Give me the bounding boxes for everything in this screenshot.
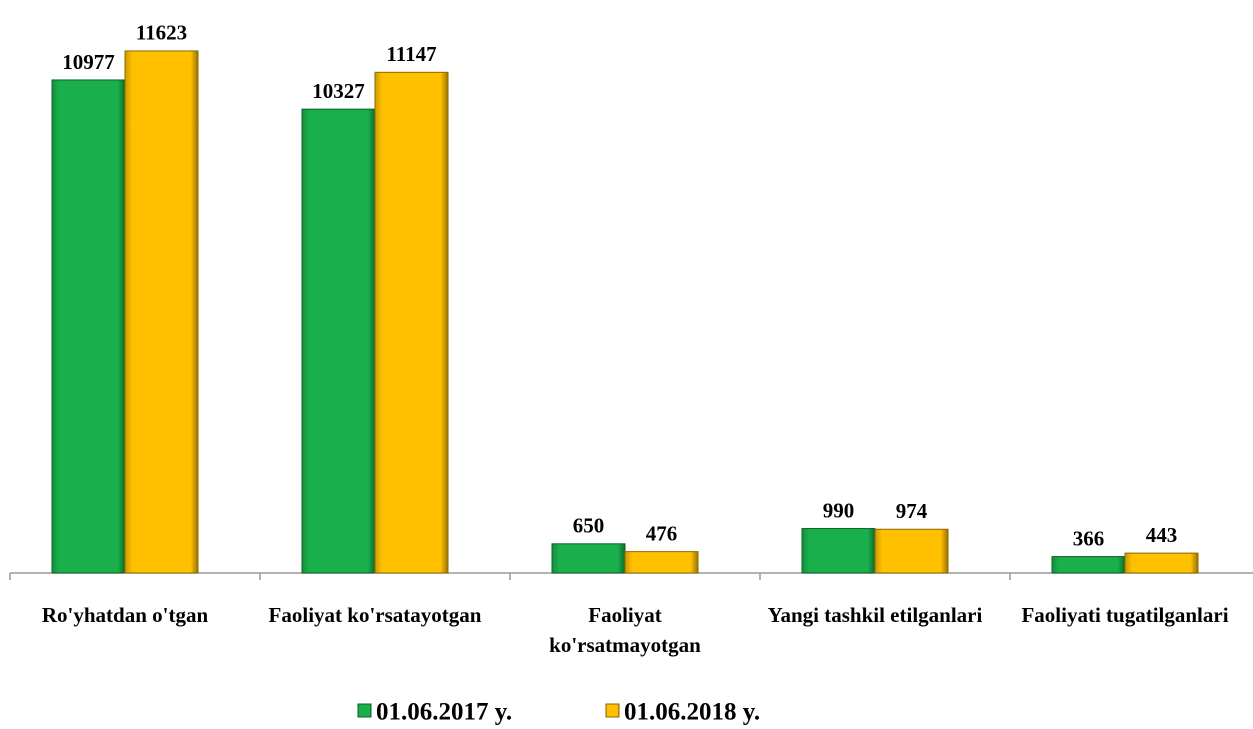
bar bbox=[301, 108, 376, 574]
data-label: 974 bbox=[896, 499, 928, 523]
bar bbox=[124, 50, 199, 574]
data-label: 11147 bbox=[386, 42, 436, 66]
legend-label: 01.06.2018 y. bbox=[624, 699, 760, 726]
data-label: 366 bbox=[1073, 526, 1105, 550]
bar bbox=[374, 71, 449, 574]
data-label: 990 bbox=[823, 498, 855, 522]
legend-swatch bbox=[357, 703, 372, 718]
bar bbox=[874, 528, 949, 574]
bar bbox=[1051, 556, 1126, 574]
data-label: 476 bbox=[646, 521, 678, 545]
data-label: 443 bbox=[1146, 523, 1178, 547]
bar bbox=[51, 79, 126, 574]
x-tick-label: Ro'yhatdan o'tgan bbox=[41, 603, 209, 627]
bar bbox=[551, 543, 626, 574]
data-label: 11623 bbox=[136, 21, 187, 45]
x-tick-label: Faoliyat ko'rsatayotgan bbox=[268, 603, 482, 627]
x-tick-label: Faoliyat ko'rsatmayotgan bbox=[549, 603, 701, 657]
x-tick-label: Faoliyati tugatilganlari bbox=[1021, 603, 1229, 627]
bar bbox=[1124, 552, 1199, 574]
bar bbox=[624, 551, 699, 574]
x-tick-label: Yangi tashkil etilganlari bbox=[767, 603, 983, 627]
legend-swatch bbox=[605, 703, 620, 718]
bar bbox=[801, 528, 876, 574]
legend-label: 01.06.2017 y. bbox=[376, 699, 512, 726]
data-label: 10977 bbox=[62, 50, 115, 74]
data-label: 650 bbox=[573, 514, 605, 538]
data-label: 10327 bbox=[312, 79, 365, 103]
